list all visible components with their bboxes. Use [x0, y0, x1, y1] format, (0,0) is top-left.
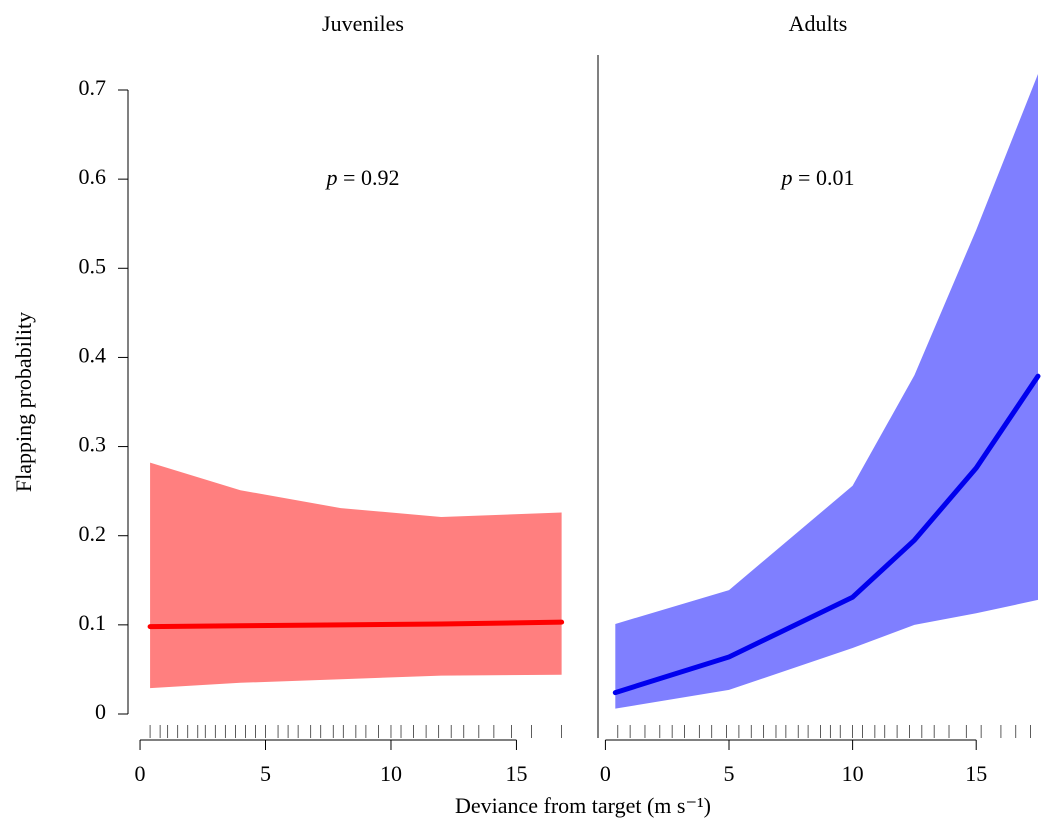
y-tick-label: 0.1: [79, 610, 107, 635]
y-tick-label: 0.5: [79, 253, 107, 278]
y-tick-label: 0.4: [79, 342, 107, 367]
x-tick-label: 15: [965, 761, 987, 786]
x-axis-label: Deviance from target (m s⁻¹): [455, 793, 711, 818]
annotation-symbol: p: [780, 165, 793, 190]
panel-title: Juveniles: [322, 11, 404, 36]
x-tick-label: 10: [380, 761, 402, 786]
annotation-symbol: p: [325, 165, 338, 190]
y-tick-label: 0.6: [79, 164, 107, 189]
x-tick-label: 5: [724, 761, 735, 786]
y-axis-label: Flapping probability: [11, 312, 36, 492]
annotation-text: = 0.01: [798, 165, 854, 190]
x-tick-label: 0: [600, 761, 611, 786]
fit-line: [147, 619, 565, 630]
panel-title: Adults: [789, 11, 848, 36]
x-tick-label: 0: [135, 761, 146, 786]
fit-line: [612, 373, 1041, 696]
x-tick-label: 10: [842, 761, 864, 786]
x-tick-label: 5: [260, 761, 271, 786]
x-tick-label: 15: [505, 761, 527, 786]
y-tick-label: 0: [95, 699, 106, 724]
y-tick-label: 0.7: [79, 75, 107, 100]
y-tick-label: 0.3: [79, 432, 107, 457]
confidence-band: [615, 73, 1038, 709]
confidence-band: [150, 462, 562, 689]
annotation: p = 0.92: [325, 165, 400, 190]
y-tick-label: 0.2: [79, 521, 107, 546]
annotation-text: = 0.92: [343, 165, 399, 190]
annotation: p = 0.01: [780, 165, 855, 190]
